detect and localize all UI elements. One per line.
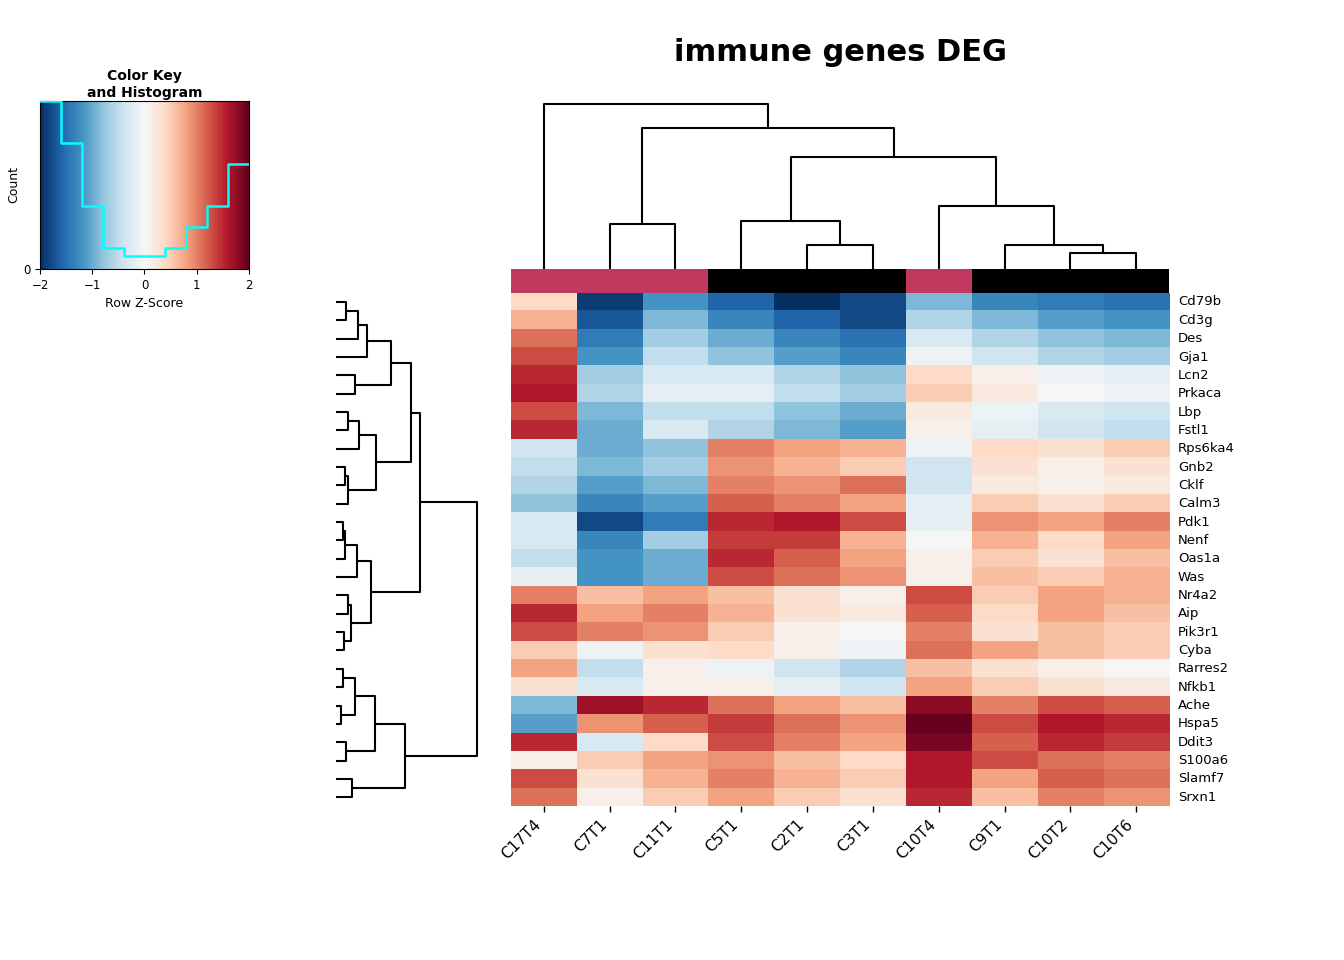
Text: Ddit3: Ddit3 bbox=[1177, 735, 1214, 749]
Text: Srxn1: Srxn1 bbox=[1177, 791, 1216, 804]
Text: Des: Des bbox=[1177, 332, 1203, 346]
Y-axis label: Count: Count bbox=[8, 166, 20, 204]
Text: Aip: Aip bbox=[1177, 608, 1199, 620]
Text: Prkaca: Prkaca bbox=[1177, 387, 1223, 400]
Text: Pdk1: Pdk1 bbox=[1177, 516, 1211, 529]
Text: S100a6: S100a6 bbox=[1177, 754, 1228, 767]
Bar bbox=[511, 269, 577, 293]
Bar bbox=[1038, 269, 1103, 293]
Bar bbox=[774, 269, 840, 293]
Bar bbox=[577, 269, 642, 293]
X-axis label: Row Z-Score: Row Z-Score bbox=[105, 297, 184, 310]
Text: Lcn2: Lcn2 bbox=[1177, 369, 1210, 382]
Text: Fstl1: Fstl1 bbox=[1177, 424, 1210, 437]
Bar bbox=[840, 269, 906, 293]
Text: Gja1: Gja1 bbox=[1177, 350, 1208, 364]
Text: Slamf7: Slamf7 bbox=[1177, 773, 1224, 785]
Title: Color Key
and Histogram: Color Key and Histogram bbox=[87, 69, 202, 100]
Text: Nenf: Nenf bbox=[1177, 534, 1210, 547]
Text: Gnb2: Gnb2 bbox=[1177, 461, 1214, 473]
Text: immune genes DEG: immune genes DEG bbox=[673, 38, 1007, 67]
Text: Nr4a2: Nr4a2 bbox=[1177, 588, 1218, 602]
Text: Rps6ka4: Rps6ka4 bbox=[1177, 443, 1235, 455]
Text: Hspa5: Hspa5 bbox=[1177, 717, 1220, 731]
Text: Calm3: Calm3 bbox=[1177, 497, 1220, 511]
Bar bbox=[708, 269, 774, 293]
Text: Lbp: Lbp bbox=[1177, 405, 1203, 419]
Text: Cyba: Cyba bbox=[1177, 644, 1212, 657]
Text: Cklf: Cklf bbox=[1177, 479, 1203, 492]
Text: Oas1a: Oas1a bbox=[1177, 552, 1220, 565]
Bar bbox=[972, 269, 1038, 293]
Text: Nfkb1: Nfkb1 bbox=[1177, 681, 1218, 694]
Text: Ache: Ache bbox=[1177, 699, 1211, 712]
Text: Pik3r1: Pik3r1 bbox=[1177, 626, 1220, 638]
Bar bbox=[642, 269, 708, 293]
Bar bbox=[906, 269, 972, 293]
Text: Cd79b: Cd79b bbox=[1177, 296, 1222, 308]
Text: Cd3g: Cd3g bbox=[1177, 314, 1212, 326]
Text: Was: Was bbox=[1177, 570, 1206, 584]
Bar bbox=[1103, 269, 1169, 293]
Text: Rarres2: Rarres2 bbox=[1177, 662, 1230, 675]
